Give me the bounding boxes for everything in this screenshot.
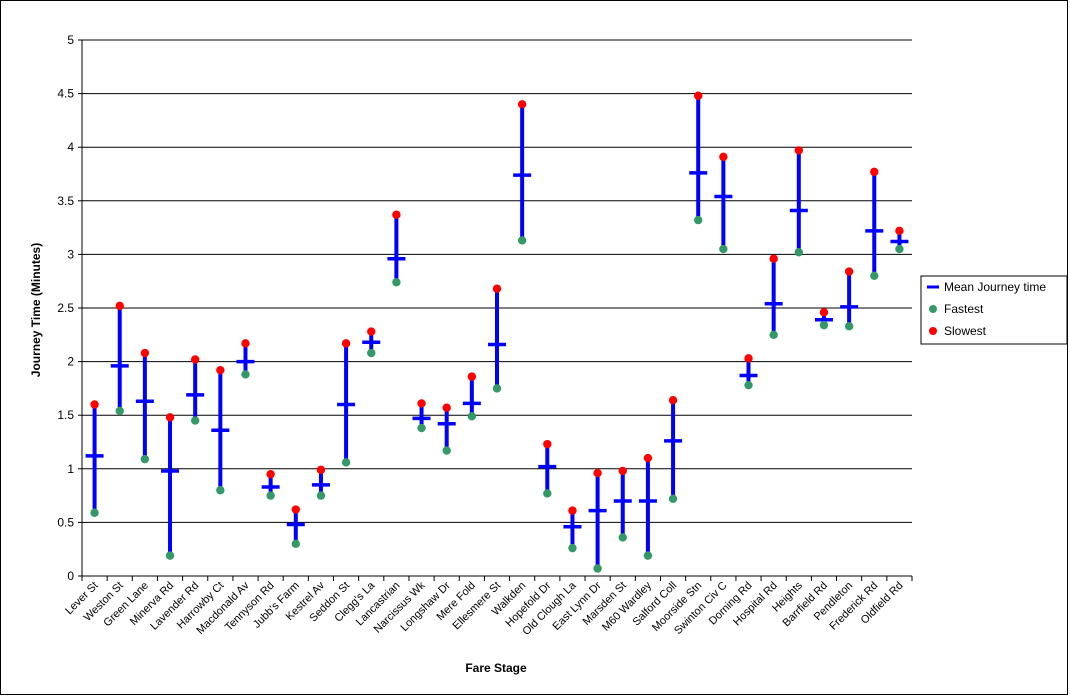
fastest-point — [241, 370, 250, 379]
slowest-point — [593, 468, 602, 478]
fastest-point — [643, 551, 653, 560]
fastest-point — [165, 551, 175, 560]
y-axis-tick-labels: 0 0.5 1 1.5 2 2.5 3 3.5 4 4.5 5 — [57, 33, 74, 583]
legend-label: Mean Journey time — [944, 280, 1046, 294]
y-tick-label: 5 — [67, 33, 74, 47]
fastest-point — [392, 278, 401, 287]
slowest-point — [417, 399, 426, 408]
fastest-point — [417, 423, 426, 433]
slowest-point — [543, 439, 552, 449]
slowest-point — [668, 395, 678, 405]
fastest-point — [140, 454, 150, 464]
slowest-point — [266, 469, 275, 479]
fastest-point — [442, 446, 451, 455]
fastest-point — [341, 458, 351, 467]
slowest-point — [115, 301, 124, 311]
slowest-point — [241, 339, 250, 348]
slowest-point — [316, 465, 326, 475]
slowest-point — [392, 210, 401, 219]
slowest-point — [844, 267, 854, 276]
slowest-point — [367, 327, 376, 336]
legend-label: Slowest — [944, 324, 987, 338]
fastest-point — [593, 564, 602, 573]
slowest-point — [719, 152, 728, 162]
slowest-point — [794, 146, 804, 155]
slowest-point — [895, 226, 904, 236]
slowest-point — [744, 354, 753, 363]
slowest-point — [643, 453, 653, 463]
fastest-point — [291, 539, 300, 549]
legend-symbol — [929, 305, 937, 313]
fastest-point — [517, 236, 527, 245]
slowest-point — [165, 413, 175, 422]
slowest-point — [769, 254, 778, 263]
legend-box — [920, 275, 1068, 345]
fastest-point — [543, 489, 552, 498]
legend-label: Fastest — [944, 302, 984, 316]
y-tick-label: 3.5 — [57, 194, 74, 208]
y-tick-label: 1 — [67, 462, 74, 476]
fastest-point — [819, 320, 829, 330]
y-tick-label: 4 — [67, 140, 74, 154]
fastest-point — [216, 486, 225, 495]
fastest-point — [90, 508, 99, 517]
fastest-point — [870, 271, 879, 281]
slowest-point — [517, 100, 527, 109]
y-tick-label: 2 — [67, 355, 74, 369]
slowest-point — [140, 348, 150, 358]
fastest-point — [492, 384, 502, 393]
fastest-point — [367, 348, 376, 358]
legend: Mean Journey time Fastest Slowest — [920, 275, 1068, 345]
fastest-point — [568, 543, 577, 553]
slowest-point — [442, 403, 451, 412]
plot-area — [85, 91, 909, 573]
slowest-point — [819, 308, 829, 317]
y-tick-label: 1.5 — [57, 408, 74, 422]
slowest-point — [90, 400, 99, 409]
slowest-point — [618, 466, 627, 476]
slowest-point — [492, 284, 502, 293]
fastest-point — [266, 491, 275, 500]
fastest-point — [668, 494, 678, 504]
slowest-point — [216, 365, 225, 375]
fastest-point — [844, 322, 854, 331]
slowest-point — [291, 505, 300, 514]
fastest-point — [794, 248, 804, 257]
y-axis-title: Journey Time (Minutes) — [29, 243, 43, 377]
fastest-point — [316, 491, 326, 500]
fastest-point — [895, 244, 904, 254]
slowest-point — [870, 167, 879, 177]
fastest-point — [115, 406, 124, 416]
fastest-point — [618, 533, 627, 542]
fastest-point — [769, 330, 778, 339]
y-tick-label: 3 — [67, 247, 74, 261]
fastest-point — [190, 416, 200, 425]
x-axis-title: Fare Stage — [465, 661, 527, 675]
slowest-point — [341, 339, 351, 348]
y-tick-label: 0.5 — [57, 515, 74, 529]
legend-symbol — [929, 327, 937, 335]
slowest-point — [467, 372, 477, 381]
fastest-point — [467, 412, 477, 421]
fastest-point — [744, 380, 753, 390]
slowest-point — [190, 355, 200, 364]
slowest-point — [694, 91, 703, 100]
y-tick-label: 2.5 — [57, 301, 74, 315]
y-tick-label: 4.5 — [57, 87, 74, 101]
y-tick-label: 0 — [67, 569, 74, 583]
fastest-point — [694, 215, 703, 225]
slowest-point — [568, 506, 577, 515]
fastest-point — [719, 244, 728, 254]
